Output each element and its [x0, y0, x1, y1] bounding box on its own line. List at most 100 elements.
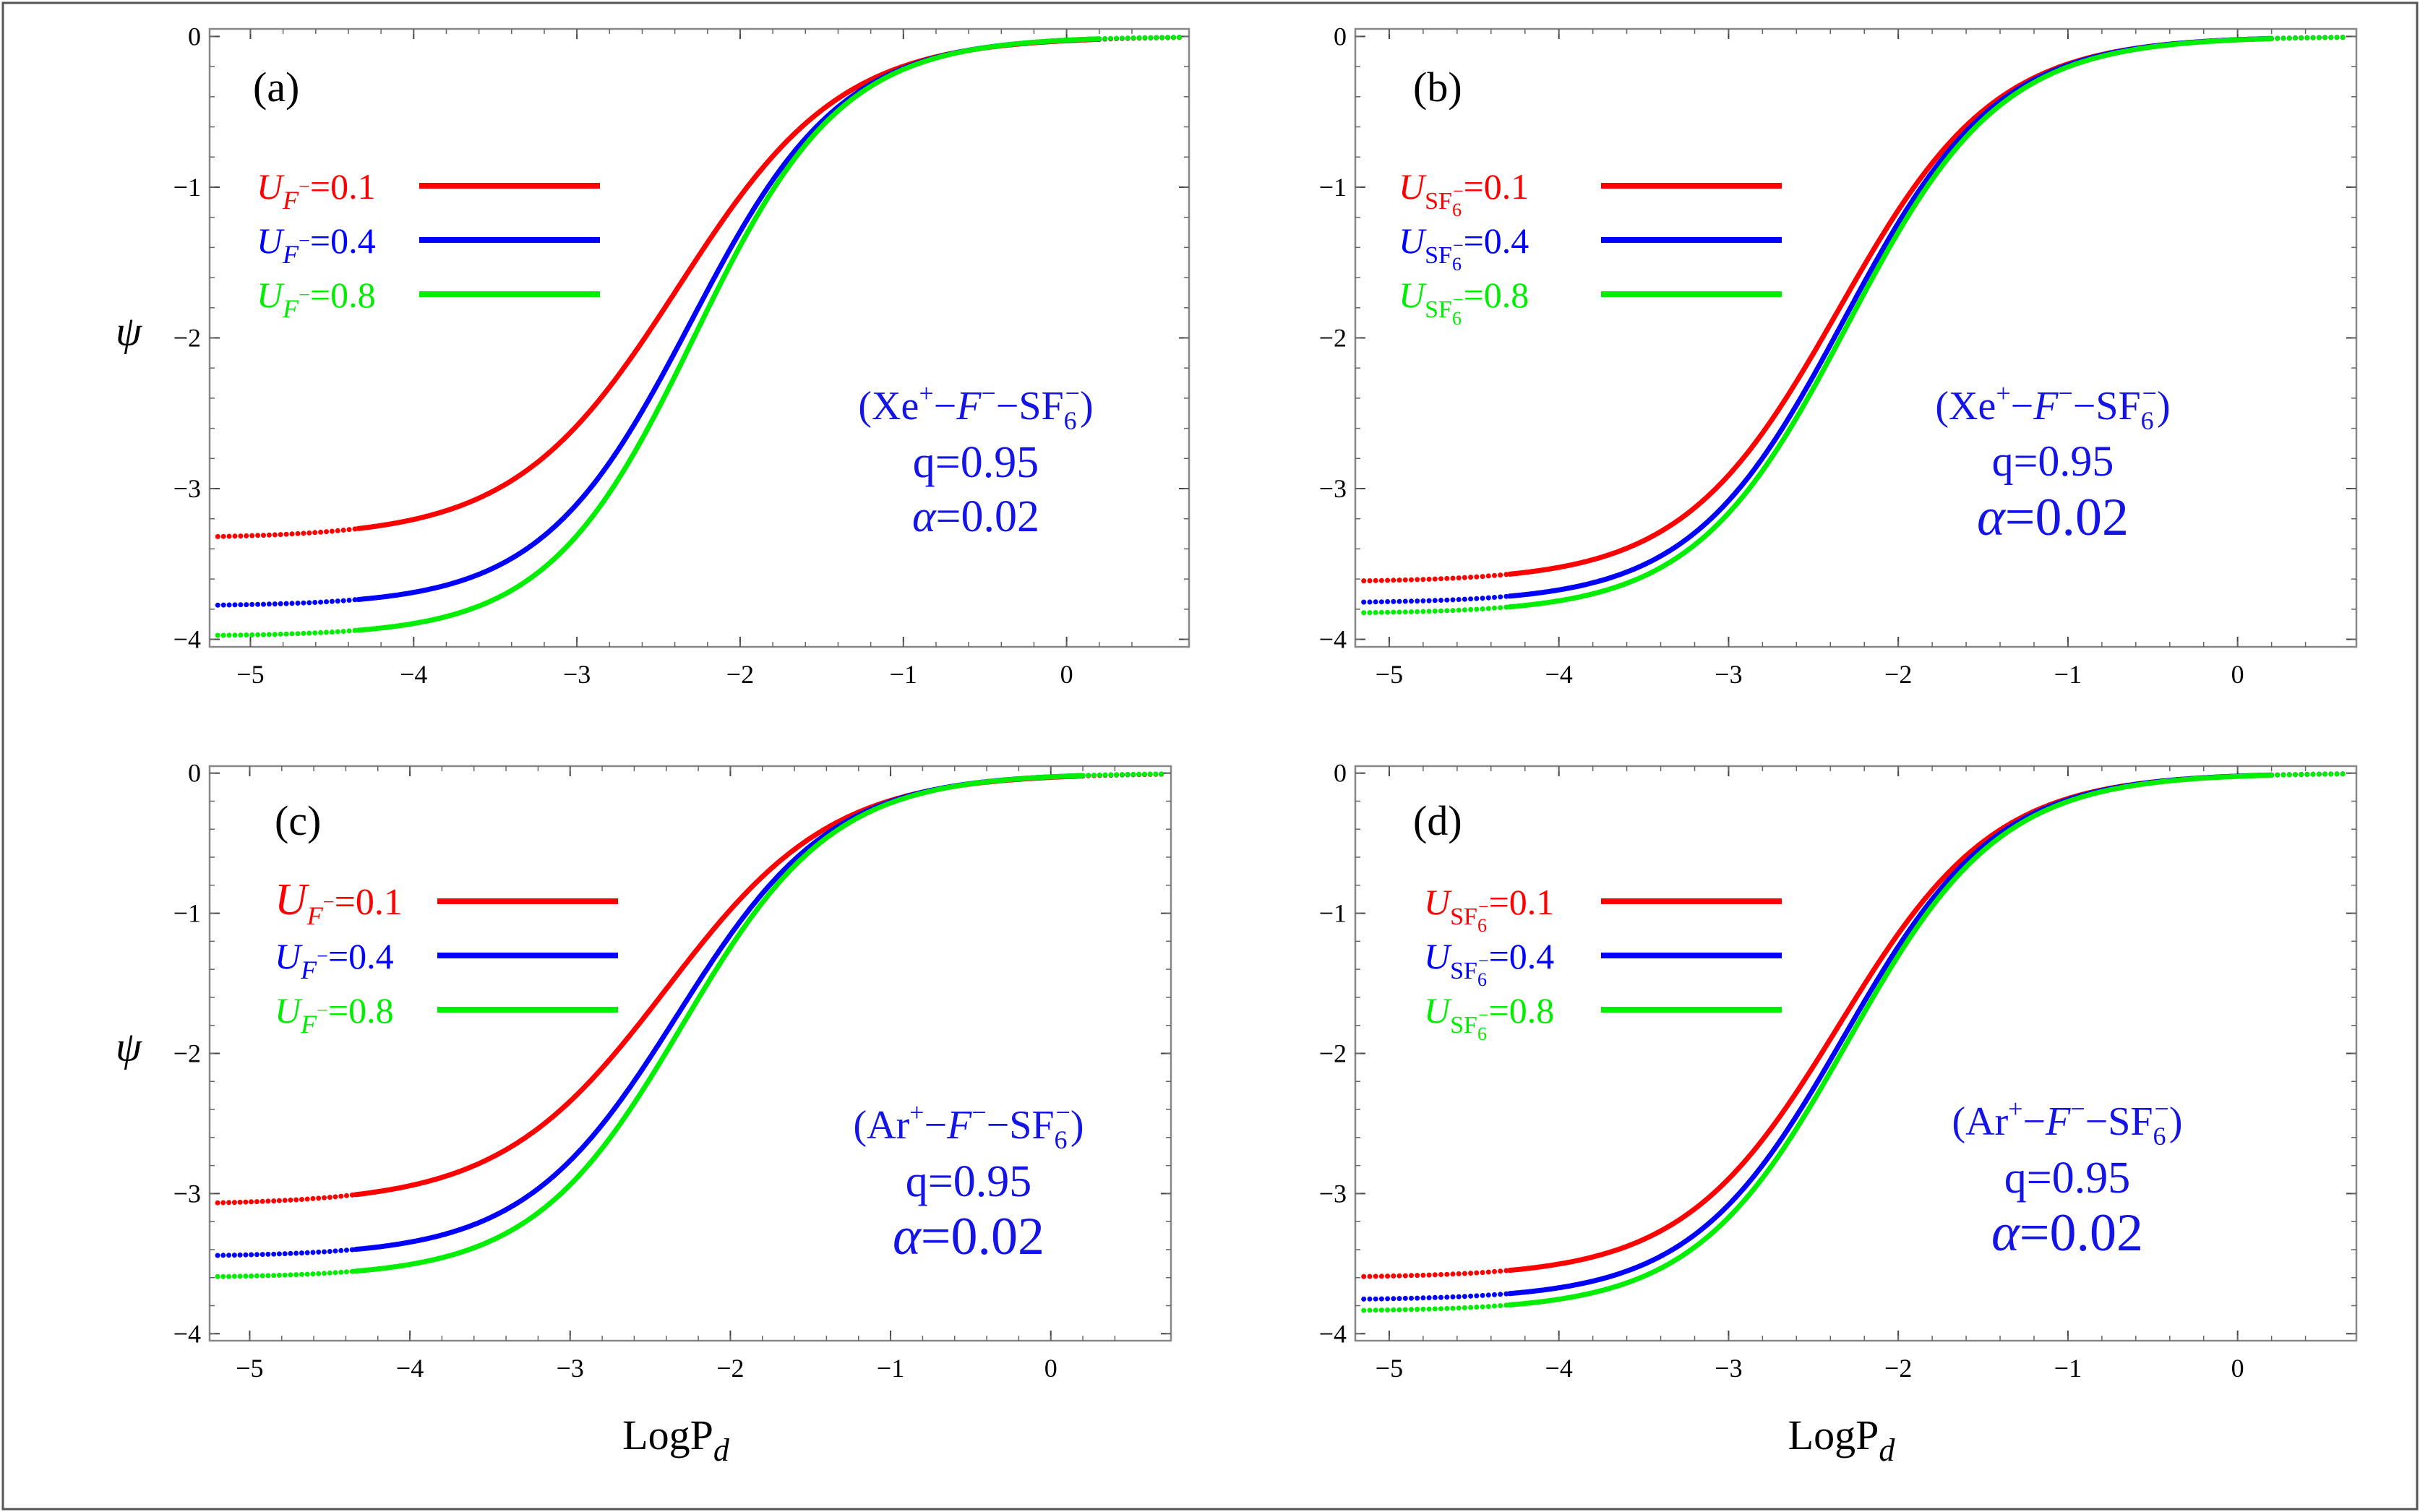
series-dot	[282, 1198, 288, 1203]
series-dot	[249, 632, 255, 637]
series-dot	[1474, 1293, 1480, 1299]
series-dot	[1498, 605, 1503, 611]
x-tick-label: −3	[557, 1354, 584, 1383]
series-dot	[1485, 595, 1491, 601]
y-tick-label: −3	[1319, 1179, 1347, 1208]
series-dot	[1432, 1272, 1438, 1278]
series-dot	[1091, 773, 1097, 778]
legend-entry-2: USF6−=0.4	[1424, 936, 1554, 990]
series-dot	[352, 597, 358, 603]
series-line-3	[1507, 773, 2275, 1307]
series-dots-3-right	[2269, 771, 2346, 778]
series-dot	[272, 601, 278, 607]
x-tick-label: −4	[400, 660, 427, 689]
series-dot	[220, 1200, 226, 1206]
series-dot	[329, 528, 335, 534]
series-dot	[1420, 1306, 1426, 1312]
series-dot	[1432, 576, 1438, 582]
series-dot	[1456, 1271, 1462, 1276]
series-dot	[276, 1272, 282, 1278]
series-dot	[1136, 771, 1142, 777]
y-tick-label: −1	[173, 899, 201, 928]
series-dot	[1438, 1272, 1443, 1277]
series-dot	[324, 599, 329, 605]
panel-label: (b)	[1413, 64, 1462, 111]
series-dot	[1503, 1291, 1509, 1297]
series-dot	[1385, 1296, 1391, 1302]
series-dot	[1367, 599, 1373, 605]
series-dot	[1485, 1292, 1491, 1298]
series-dot	[1462, 1294, 1467, 1300]
series-dot	[1462, 607, 1467, 613]
series-dot	[1503, 593, 1509, 599]
x-tick-label: 0	[1060, 660, 1073, 689]
legend-entry-1: UF−=0.1	[275, 875, 403, 930]
y-tick-label: −4	[1319, 1319, 1347, 1348]
series-dots-1-left	[1361, 1268, 1509, 1279]
annotation-alpha: α=0.02	[893, 1207, 1044, 1266]
x-tick-label: 0	[1044, 1354, 1057, 1383]
series-dot	[327, 1195, 332, 1200]
series-dot	[254, 1252, 259, 1258]
series-dot	[1361, 1296, 1367, 1302]
series-dot	[344, 1247, 349, 1253]
series-dot	[1426, 598, 1432, 603]
series-dot	[2316, 771, 2322, 777]
legend-entry-2: UF−=0.4	[257, 220, 376, 269]
series-dot	[1148, 35, 1154, 40]
series-dot	[1367, 610, 1373, 616]
series-dot	[2328, 35, 2334, 40]
series-dot	[1450, 575, 1456, 581]
series-dot	[318, 630, 324, 635]
series-dot	[1108, 772, 1114, 778]
series-dot	[282, 1272, 288, 1278]
series-dot	[2304, 772, 2310, 777]
series-dot	[293, 1250, 299, 1256]
series-dot	[1415, 598, 1420, 604]
series-dot	[1420, 598, 1426, 603]
series-dot	[1165, 35, 1171, 40]
series-dot	[1159, 771, 1164, 777]
annotation-q: q=0.95	[2004, 1154, 2130, 1203]
series-dot	[2269, 773, 2275, 778]
series-dot	[1378, 577, 1384, 583]
series-dot	[1438, 1306, 1443, 1312]
series-dots-2-left	[1361, 1291, 1509, 1302]
series-dot	[1114, 772, 1120, 778]
series-dot	[1492, 1303, 1497, 1309]
series-dot	[1409, 1273, 1414, 1279]
series-dot	[1385, 599, 1391, 604]
y-tick-label: −3	[173, 474, 201, 503]
series-dot	[1480, 1270, 1485, 1276]
series-dot	[1130, 771, 1136, 777]
series-dot	[346, 598, 352, 603]
series-dot	[1415, 1273, 1420, 1279]
series-dot	[282, 1251, 288, 1257]
series-dot	[335, 629, 340, 635]
series-dot	[215, 1253, 220, 1258]
series-dot	[324, 529, 329, 535]
series-dot	[299, 1250, 304, 1256]
series-dot	[254, 1199, 259, 1205]
series-dot	[1426, 1306, 1432, 1312]
series-dot	[2340, 771, 2346, 777]
series-dot	[1444, 1305, 1450, 1311]
series-dot	[1409, 1295, 1414, 1301]
series-dot	[352, 627, 358, 633]
y-tick-label: −4	[1319, 625, 1347, 654]
series-dot	[306, 600, 312, 606]
series-dot	[226, 602, 232, 608]
panel-c: 0 −1 −2 −3 −4 −5 −4 −3 −2 −1 0 ψ LogPd (c) (Ar+−F−−SF6…	[116, 759, 1172, 1468]
series-dot	[265, 1251, 271, 1257]
annotation-q: q=0.95	[906, 1157, 1031, 1206]
legend-entry-2: USF6−=0.4	[1399, 220, 1529, 275]
series-dot	[1456, 607, 1462, 613]
series-dot	[1468, 1305, 1474, 1310]
series-dot	[1456, 1294, 1462, 1300]
series-dot	[1147, 771, 1153, 777]
series-dot	[249, 1199, 254, 1205]
legend-entry-3: USF6−=0.8	[1424, 990, 1554, 1044]
series-dot	[259, 1198, 265, 1204]
